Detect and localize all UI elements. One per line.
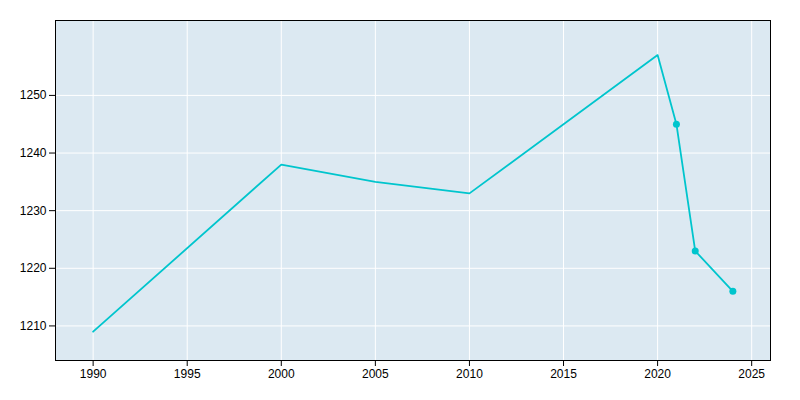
svg-text:2020: 2020 bbox=[644, 367, 671, 381]
svg-text:2005: 2005 bbox=[362, 367, 389, 381]
svg-text:2000: 2000 bbox=[268, 367, 295, 381]
svg-text:2015: 2015 bbox=[550, 367, 577, 381]
svg-text:1250: 1250 bbox=[20, 88, 47, 102]
svg-text:1220: 1220 bbox=[20, 261, 47, 275]
svg-text:1210: 1210 bbox=[20, 319, 47, 333]
svg-text:1230: 1230 bbox=[20, 204, 47, 218]
svg-text:1995: 1995 bbox=[174, 367, 201, 381]
svg-text:2010: 2010 bbox=[456, 367, 483, 381]
svg-text:1240: 1240 bbox=[20, 146, 47, 160]
svg-text:2025: 2025 bbox=[738, 367, 765, 381]
svg-text:1990: 1990 bbox=[80, 367, 107, 381]
